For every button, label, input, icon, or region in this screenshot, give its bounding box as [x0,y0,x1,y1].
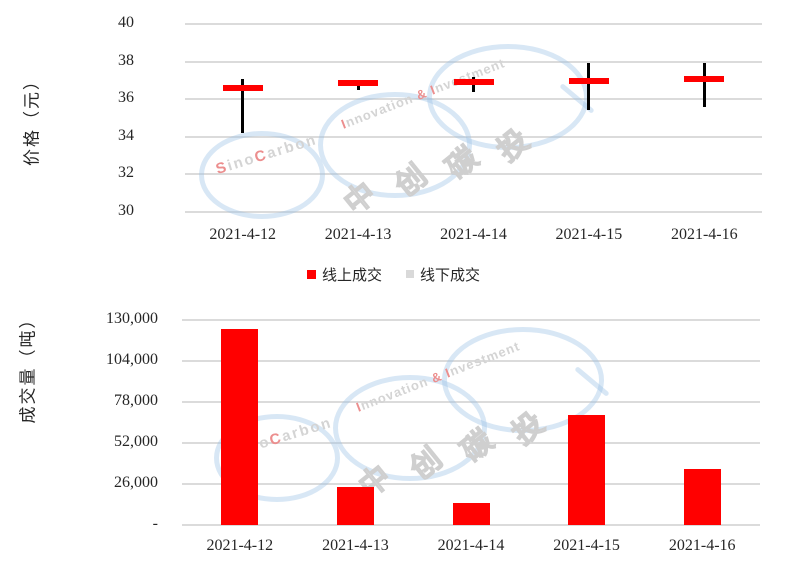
volume-gridline [182,524,760,526]
volume-x-axis-label: 2021-4-16 [668,537,736,554]
legend-offline-label: 线下成交 [420,267,481,284]
volume-bar [336,486,374,525]
price-x-axis-label: 2021-4-13 [324,226,392,243]
offline-price-range-bar [587,62,591,110]
volume-gridline [182,319,760,321]
volume-x-axis-label: 2021-4-14 [437,537,505,554]
price-y-tick-label: 40 [118,14,134,31]
volume-y-tick-label: 52,000 [114,433,158,450]
legend-online-marker-icon [306,269,316,279]
price-x-axis-label: 2021-4-14 [440,226,507,243]
watermark-ring-icon [214,414,340,502]
price-y-axis-title: 价格（元） [22,71,42,166]
volume-y-tick-label: - [152,515,158,532]
volume-gridline [182,483,760,485]
volume-x-axis-label: 2021-4-15 [553,537,620,554]
watermark-ring-icon [442,327,604,433]
volume-y-tick-label: 130,000 [106,310,158,327]
volume-bar [683,469,721,525]
price-gridline [185,23,762,25]
volume-bar [452,502,490,525]
price-y-tick-label: 38 [118,51,134,69]
price-y-tick-label: 30 [118,202,134,219]
volume-y-tick-label: 26,000 [114,474,158,491]
watermark-ring-icon [427,44,589,150]
watermark-ring-icon [199,131,325,219]
offline-price-range-bar [702,63,706,107]
price-x-axis-label: 2021-4-12 [209,226,277,243]
volume-bar [221,328,259,525]
price-y-tick-label: 36 [118,89,134,107]
price-y-tick-label: 34 [118,126,134,144]
watermark-ring-icon [333,375,487,481]
legend-online-label: 线上成交 [321,267,382,284]
online-price-marker [222,84,263,91]
volume-x-axis-label: 2021-4-12 [206,537,274,554]
volume-y-tick-label: 78,000 [114,392,158,409]
volume-y-tick-label: 104,000 [106,351,158,368]
volume-bar [568,414,606,525]
price-y-tick-label: 32 [118,164,134,182]
chart-legend: 线上成交 线下成交 [0,264,787,284]
online-price-marker [684,76,725,83]
online-price-marker [568,78,609,85]
price-gridline [185,211,762,213]
price-x-axis-label: 2021-4-15 [555,226,623,243]
online-price-marker [338,80,379,87]
volume-x-axis-label: 2021-4-13 [322,537,389,554]
price-x-axis-label: 2021-4-16 [670,226,738,243]
legend-offline-marker-icon [406,270,414,278]
volume-y-axis-title: 成交量（吨） [18,309,38,424]
price-gridline [185,173,762,176]
online-price-marker [453,79,494,86]
offline-price-range-bar [241,79,245,134]
watermark-ring-icon [318,92,472,198]
